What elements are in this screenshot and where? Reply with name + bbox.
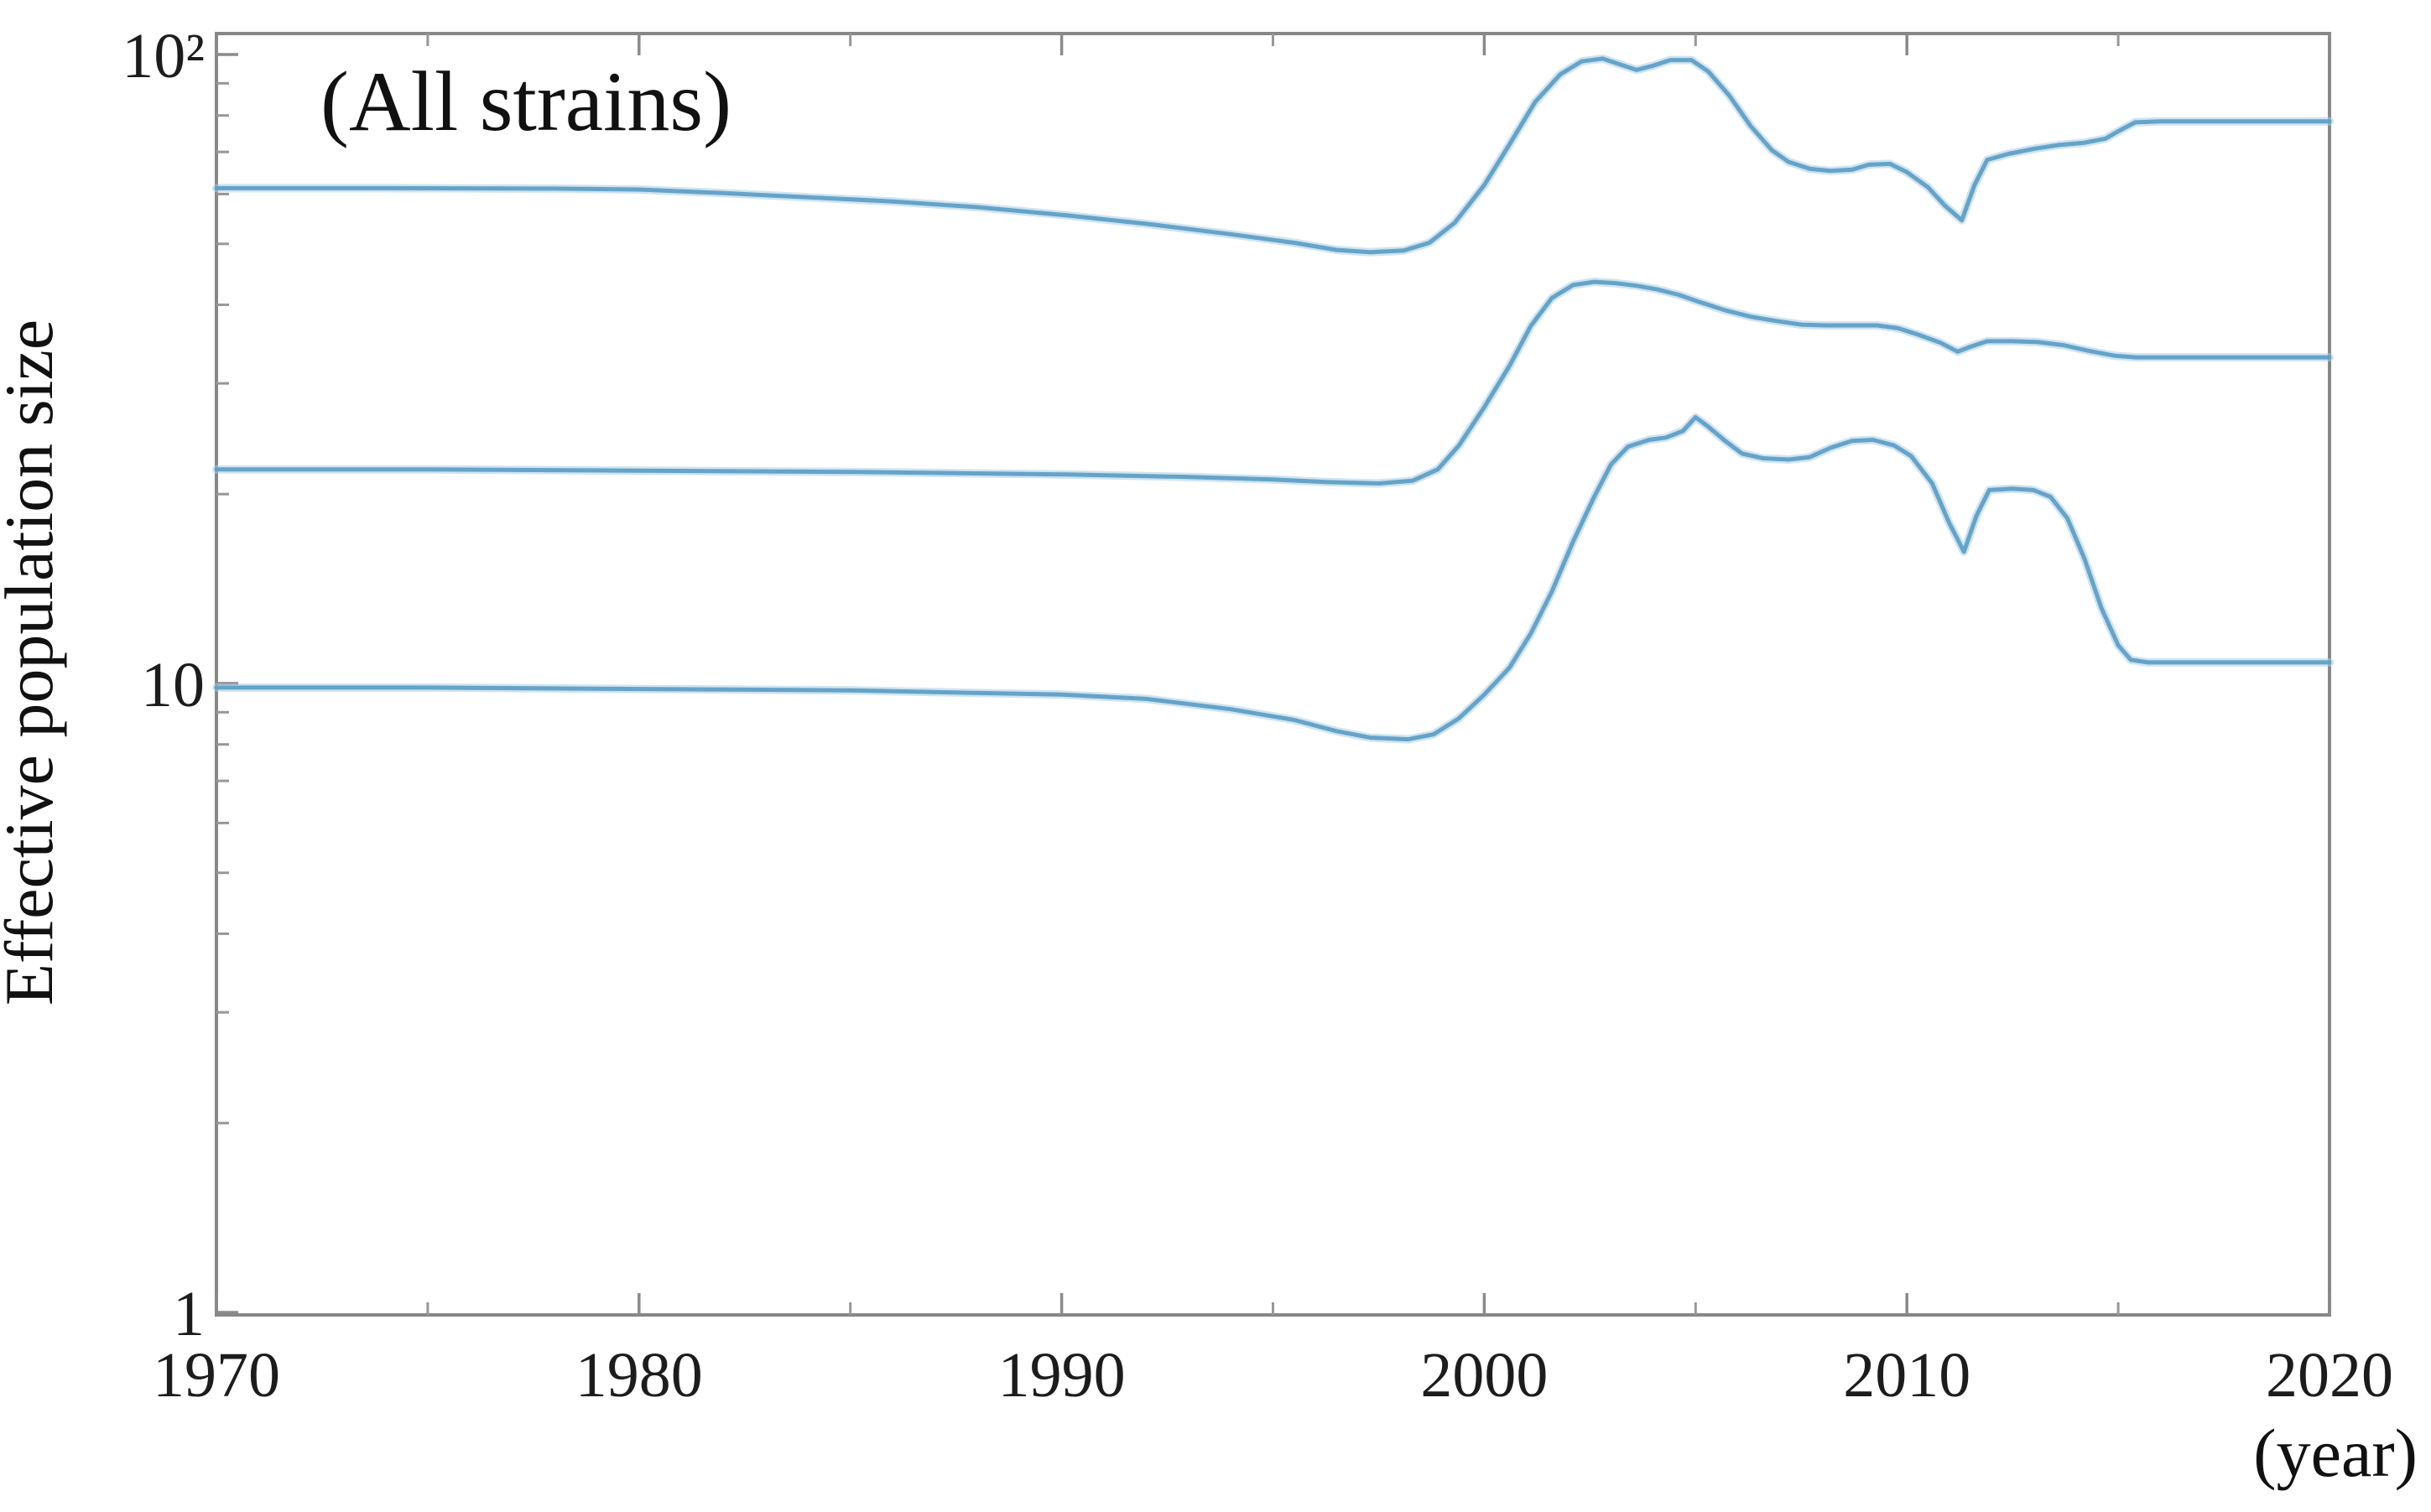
y-tick-label: 10 <box>141 650 205 720</box>
plot-area-border <box>215 32 2331 1317</box>
x-tick-label: 2020 <box>2266 1340 2393 1411</box>
annotation-all-strains: (All strains) <box>320 55 731 149</box>
x-axis-unit-label: (year) <box>2253 1415 2418 1491</box>
x-tick-label: 2000 <box>1420 1340 1548 1411</box>
x-tick-label: 2010 <box>1843 1340 1970 1411</box>
lower-95-hpd-line <box>214 415 2332 742</box>
y-axis-title: Effective population size <box>0 320 67 1005</box>
lower-95-hpd-line-halo <box>212 413 2334 744</box>
y-tick-label: 1 <box>173 1279 205 1349</box>
y-tick-label: 10² <box>122 21 205 91</box>
x-tick-label: 1970 <box>153 1340 280 1411</box>
axis-tick-labels: 1970 1980 1990 2000 2010 2020 1 10 10² <box>122 21 2393 1411</box>
median-line-halo <box>212 278 2334 488</box>
x-tick-label: 1980 <box>575 1340 703 1411</box>
median-line <box>214 279 2332 486</box>
x-tick-label: 1990 <box>998 1340 1126 1411</box>
upper-95-hpd-line <box>214 56 2332 255</box>
data-series <box>212 54 2334 744</box>
axis-ticks <box>215 34 2331 1315</box>
